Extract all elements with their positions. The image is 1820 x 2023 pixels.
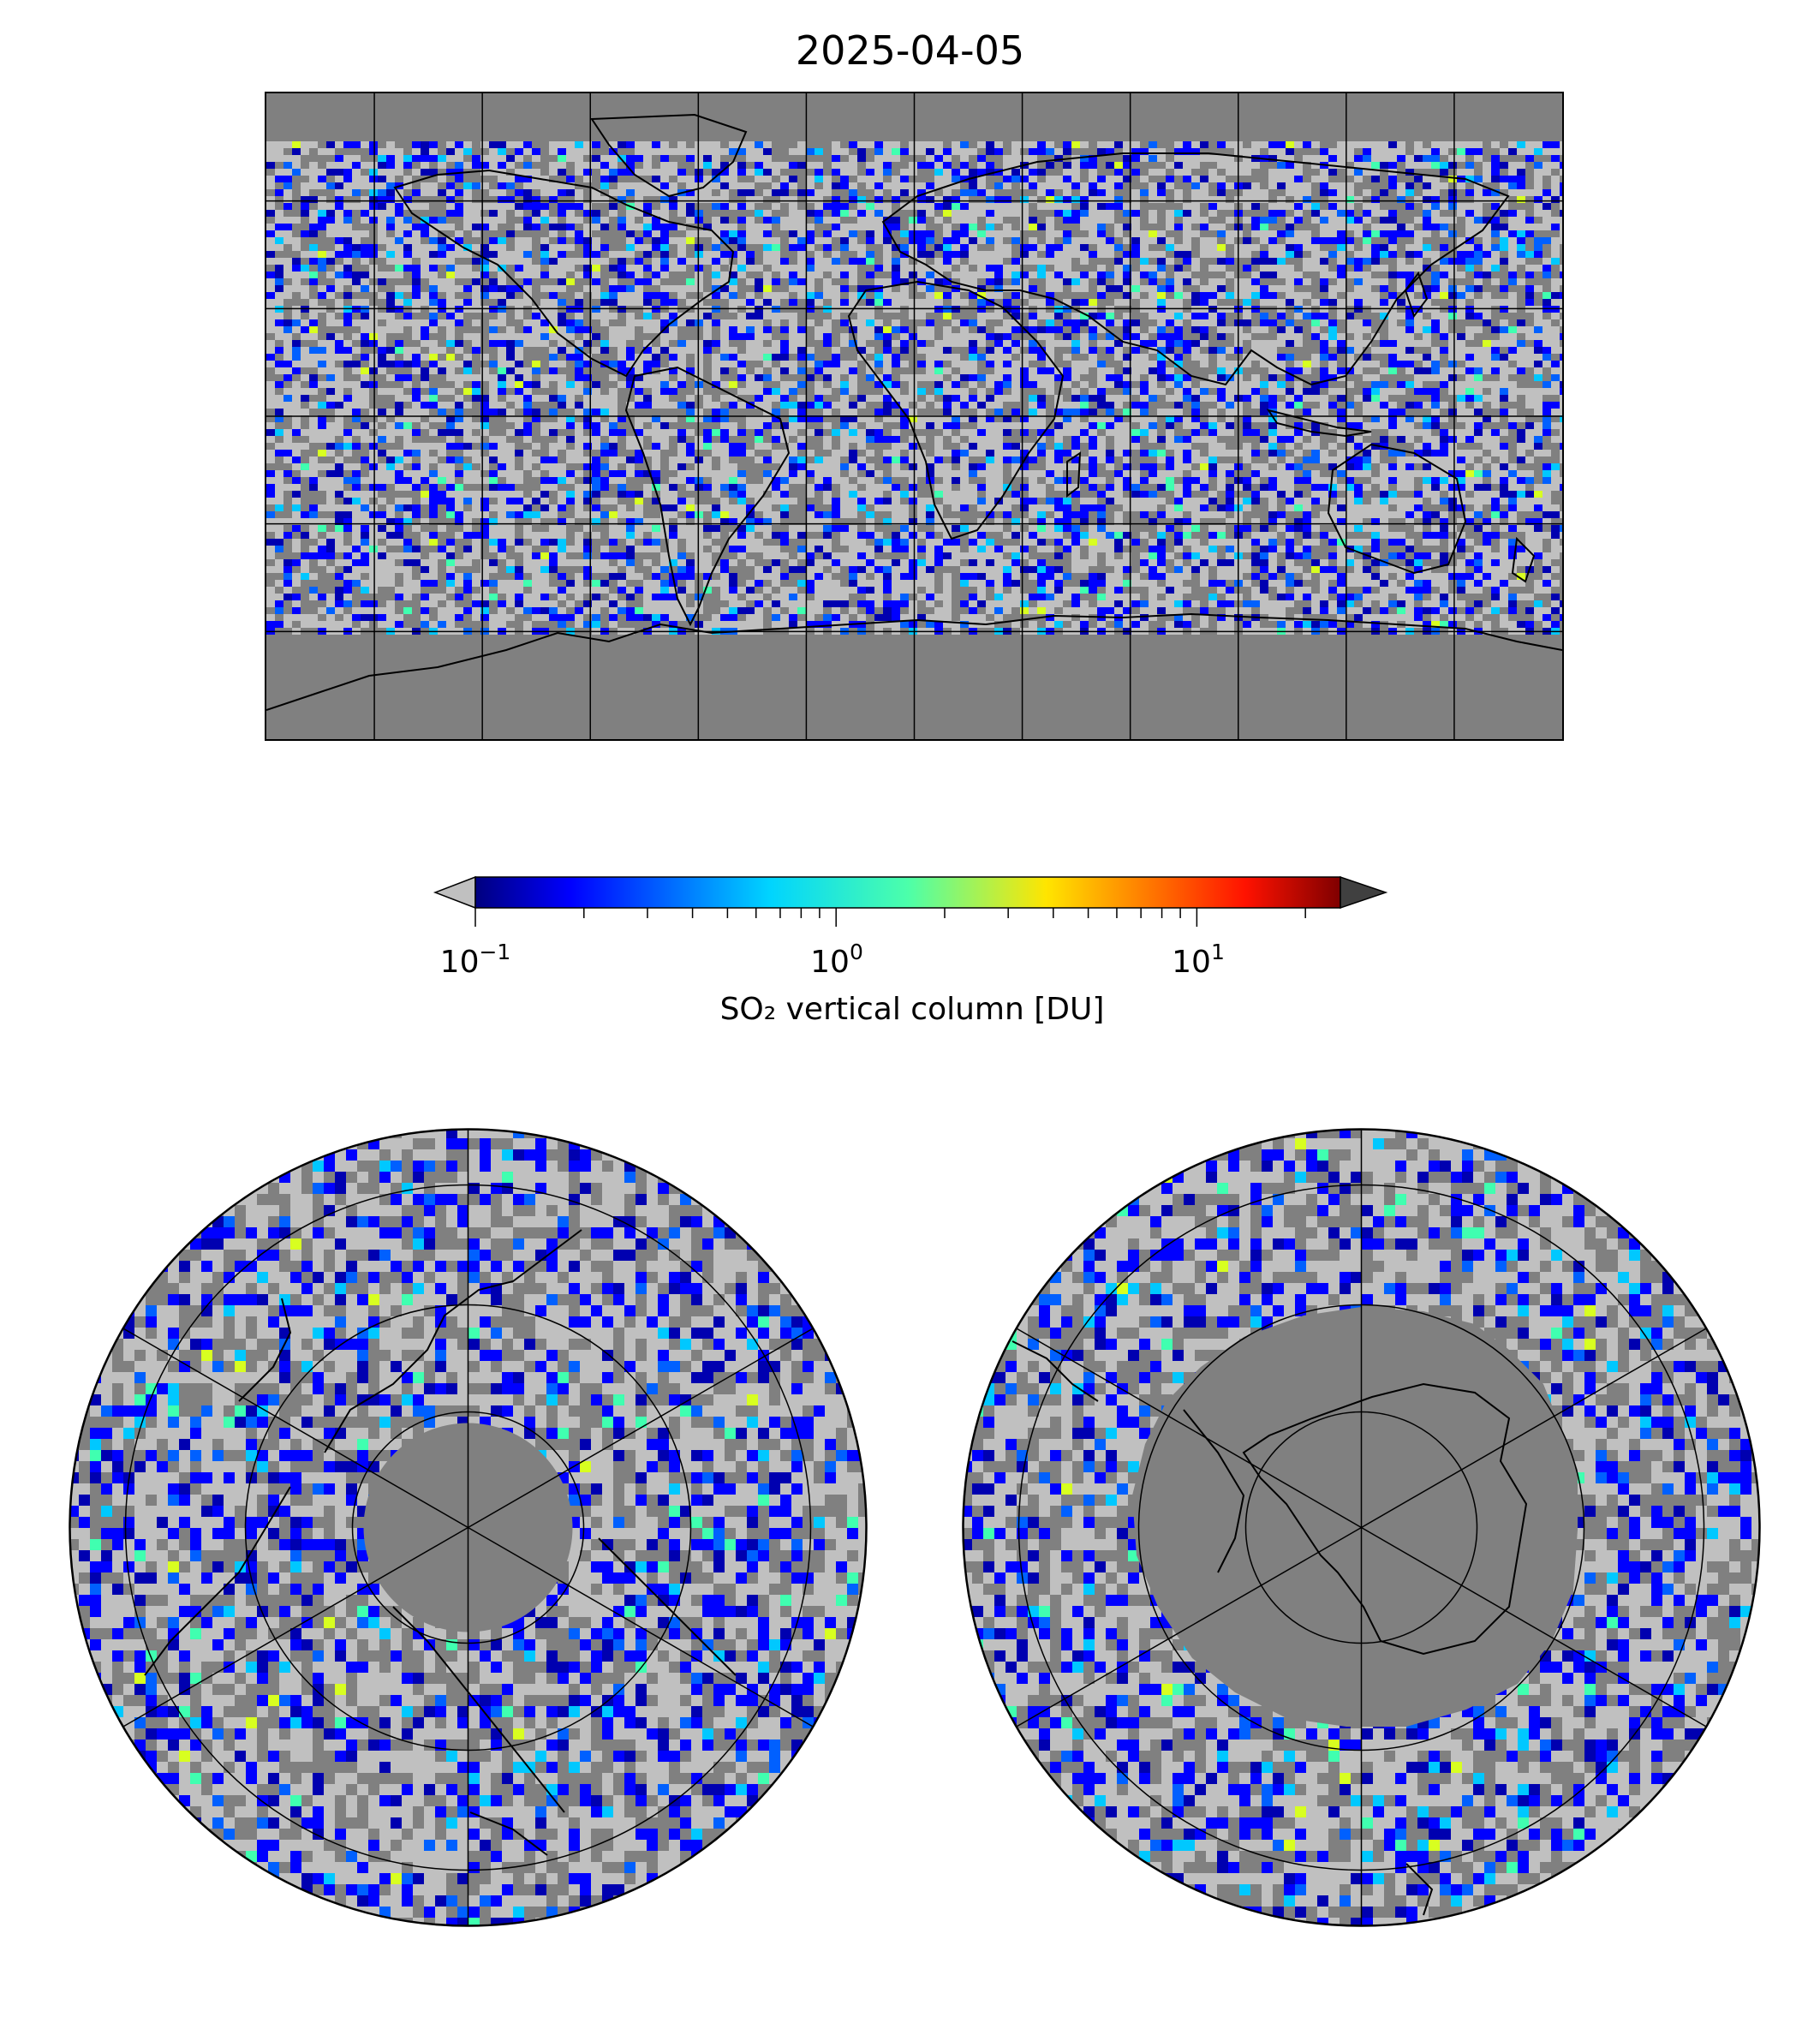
colorbar-bar <box>433 875 1388 927</box>
colorbar-gradient <box>474 876 1341 909</box>
south-gridlines <box>1016 1129 1707 1926</box>
global-gridlines <box>266 93 1562 739</box>
colorbar-tick-label: 10−1 <box>439 940 511 980</box>
colorbar-tick-label: 101 <box>1172 940 1225 980</box>
colorbar-tick-label: 100 <box>810 940 863 980</box>
north-map-border <box>69 1128 868 1927</box>
north-gridlines <box>122 1129 814 1926</box>
north-polar-canvas <box>69 1128 868 1927</box>
north-coastlines <box>144 1229 737 1856</box>
antarctica-no-data <box>1132 1307 1578 1727</box>
colorbar-tick-marks <box>474 908 1306 927</box>
south-polar-canvas <box>962 1128 1761 1927</box>
global-coastlines <box>266 113 1562 711</box>
south-polar-map <box>961 1127 1762 1928</box>
global-so2-data-layer <box>266 141 1562 635</box>
colorbar-extend-high <box>1340 875 1388 910</box>
colorbar-label: SO₂ vertical column [DU] <box>719 992 1105 1027</box>
colorbar-extend-low <box>433 875 476 910</box>
map-title: 2025-04-05 <box>795 27 1025 74</box>
south-map-border <box>962 1128 1761 1927</box>
colorbar: 10−1 100 101 SO₂ vertical column [DU] <box>428 874 1396 1028</box>
north-polar-map <box>68 1127 868 1928</box>
global-map <box>265 92 1564 741</box>
global-map-canvas <box>266 93 1562 739</box>
